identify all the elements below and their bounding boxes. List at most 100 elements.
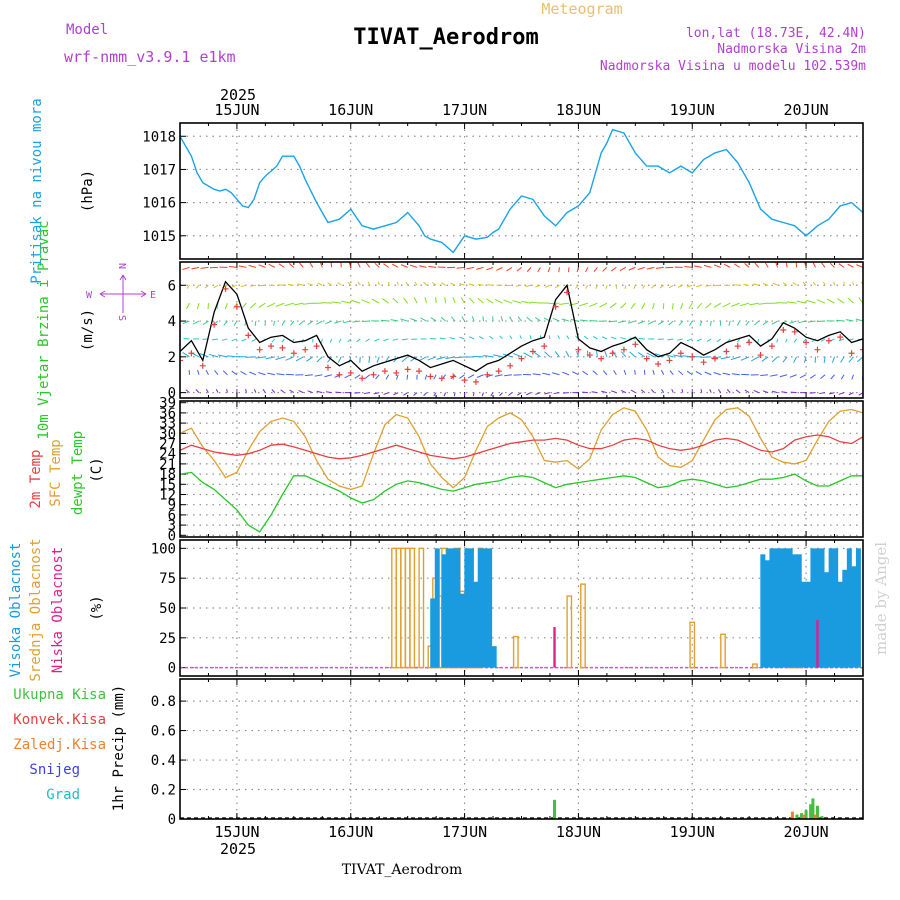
wind-arrow	[610, 266, 617, 272]
wind-arrow	[710, 320, 712, 326]
gust-marker	[768, 343, 775, 350]
wind-arrow	[287, 283, 294, 286]
wind-arrow	[706, 338, 712, 342]
wind-arrow	[503, 299, 513, 304]
wind-arrow	[249, 371, 257, 376]
wind-arrow	[428, 265, 437, 268]
wind-arrow	[718, 389, 722, 393]
temp2m-ylabel: 2m Temp	[28, 449, 44, 508]
wind-arrow	[731, 302, 740, 307]
wind-arrow	[410, 356, 418, 362]
wind-arrow	[833, 281, 836, 286]
wind-arrow	[677, 338, 683, 341]
y-tick-label: 27	[159, 437, 176, 453]
wind-arrow	[659, 284, 665, 289]
wind-arrow	[506, 266, 513, 272]
wind-arrow	[271, 338, 276, 343]
wind-arrow	[444, 297, 447, 304]
wind-arrow	[433, 374, 437, 380]
wind-arrow	[544, 351, 551, 358]
wind-arrow	[347, 338, 352, 343]
compass-arrows	[99, 274, 147, 313]
wind-arrow	[544, 284, 551, 288]
wind-arrow	[713, 302, 721, 308]
precip-legend-conv: Konvek.Kisa	[13, 712, 106, 728]
wind-arrow	[383, 338, 389, 342]
wind-arrow	[476, 266, 484, 270]
wind-arrow	[307, 320, 314, 326]
wind-arrow	[840, 356, 845, 363]
gust-marker	[450, 373, 457, 380]
cloud-high-bar	[769, 548, 775, 668]
wind-arrow	[380, 319, 389, 322]
wind-arrow	[337, 282, 342, 286]
wind-arrow	[281, 320, 285, 326]
cloud-panel: 0 25 50 75 100	[151, 539, 864, 677]
wind-arrow	[205, 369, 209, 375]
wind-arrow	[267, 372, 275, 376]
wind-arrow	[191, 266, 200, 270]
wind-arrow	[686, 370, 693, 376]
wind-arrow	[320, 262, 323, 268]
gust-markers	[180, 285, 863, 385]
wind-arrow	[374, 338, 380, 342]
wind-arrow	[280, 389, 285, 394]
wind-arrow	[299, 262, 304, 268]
pressure-ylabel-name: Pritisak na nivou mora	[29, 98, 45, 283]
wind-arrow	[365, 262, 371, 268]
wind-arrow	[392, 338, 399, 341]
wind-arrow	[213, 284, 219, 289]
wind-arrow	[423, 281, 427, 286]
compass-south: S	[116, 315, 127, 321]
precip-frz-bar	[802, 814, 806, 819]
model-altitude-label: Nadmorska Visina u modelu 102.539m	[600, 59, 866, 74]
y-tick-label: 15	[159, 477, 176, 493]
wind-arrow	[324, 374, 332, 378]
wind-arrow	[591, 391, 598, 394]
compass-east: E	[150, 290, 156, 301]
gust-marker	[507, 362, 514, 369]
wind-arrow	[400, 318, 408, 322]
temp2m-line	[180, 434, 863, 460]
wind-arrow	[595, 285, 598, 289]
wind-arrow	[771, 356, 778, 363]
wind-arrow	[720, 356, 731, 360]
precip-total-bar	[820, 816, 824, 819]
y-tick-label: 24	[159, 447, 176, 463]
cloud-high-bar	[819, 548, 825, 668]
precip-total-bar	[815, 805, 819, 819]
wind-arrow	[823, 281, 826, 286]
wind-arrow	[624, 285, 627, 289]
wind-arrow	[363, 392, 370, 395]
sfc-temp-ylabel: SFC Temp	[48, 439, 64, 506]
wind-arrow	[284, 302, 294, 307]
cloud-low-bar	[553, 627, 556, 668]
wind-arrow	[629, 351, 636, 358]
y-tick-label: 36	[159, 406, 176, 422]
cloud-mid-ylabel: Srednja Oblacnost	[28, 538, 44, 681]
wind-arrow	[477, 297, 484, 304]
precip-legend-total: Ukupna Kisa	[13, 687, 106, 703]
wind-arrow	[293, 302, 304, 306]
wind-arrow	[233, 320, 238, 326]
top-date-axis: 15JUN 16JUN 17JUN 18JUN 19JUN 20JUN	[214, 101, 828, 119]
cloud-high-bar	[491, 646, 497, 668]
wind-arrow	[227, 355, 237, 358]
cloud-high-ylabel: Visoka Oblacnost	[8, 543, 24, 678]
y-tick-label: 12	[159, 488, 176, 504]
wind-arrow	[182, 266, 190, 271]
wind-arrow	[307, 282, 313, 286]
wind-arrow	[668, 320, 674, 326]
gust-marker	[233, 303, 240, 310]
wind-arrow	[532, 373, 541, 376]
wind-arrow	[327, 356, 333, 363]
wind-arrow	[703, 264, 712, 268]
wind-arrow	[473, 355, 484, 358]
gust-marker	[336, 371, 343, 378]
wind-arrow	[515, 284, 522, 287]
gust-marker	[529, 348, 536, 355]
wind-arrow	[847, 263, 854, 268]
wind-arrow	[826, 298, 835, 304]
lonlat-label: lon,lat (18.73E, 42.4N)	[686, 26, 866, 41]
wind-arrow	[343, 320, 351, 324]
